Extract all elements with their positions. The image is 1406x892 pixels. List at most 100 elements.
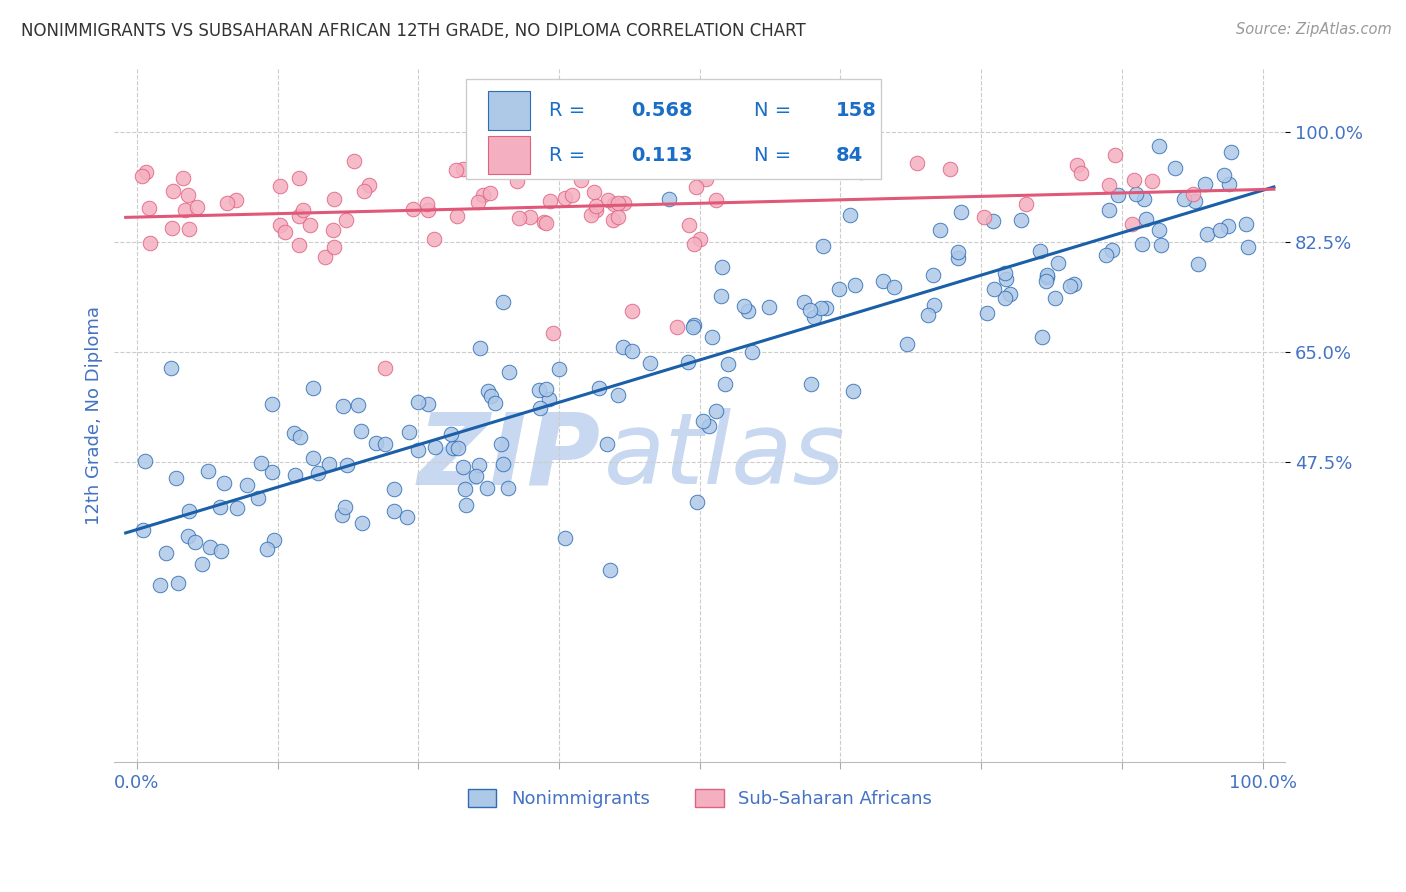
Legend: Nonimmigrants, Sub-Saharan Africans: Nonimmigrants, Sub-Saharan Africans <box>460 781 939 815</box>
Point <box>332 399 354 413</box>
Point <box>492 457 515 471</box>
Point <box>263 533 285 547</box>
Point <box>1194 177 1216 191</box>
Point <box>710 288 733 302</box>
Point <box>249 456 271 470</box>
Point <box>842 384 865 398</box>
Point <box>1063 277 1085 291</box>
Point <box>425 440 447 454</box>
Point <box>468 458 491 472</box>
Point <box>921 268 943 282</box>
Point <box>1187 256 1209 270</box>
Point <box>571 173 593 187</box>
Point <box>682 320 704 334</box>
Point <box>301 451 323 466</box>
Point <box>439 426 461 441</box>
Point <box>256 542 278 557</box>
Point <box>1142 174 1164 188</box>
Point <box>839 208 862 222</box>
Point <box>1070 165 1092 179</box>
Point <box>536 382 558 396</box>
Point <box>225 193 247 207</box>
Point <box>599 563 621 577</box>
Point <box>475 481 498 495</box>
Point <box>298 218 321 232</box>
Point <box>1173 192 1195 206</box>
Point <box>498 366 520 380</box>
Point <box>758 300 780 314</box>
Point <box>418 203 440 218</box>
Point <box>451 460 474 475</box>
Point <box>446 441 468 455</box>
Point <box>349 424 371 438</box>
Point <box>721 145 744 160</box>
Point <box>454 482 477 496</box>
Point <box>1066 158 1088 172</box>
Point <box>479 389 502 403</box>
Point <box>602 213 624 227</box>
Point <box>467 194 489 209</box>
Point <box>307 466 329 480</box>
Point <box>994 291 1017 305</box>
Point <box>269 219 291 233</box>
Point <box>477 384 499 398</box>
Point <box>318 457 340 471</box>
Point <box>322 192 344 206</box>
Point <box>678 219 700 233</box>
Point <box>928 223 950 237</box>
Point <box>1059 278 1081 293</box>
Point <box>793 294 815 309</box>
Point <box>519 210 541 224</box>
Y-axis label: 12th Grade, No Diploma: 12th Grade, No Diploma <box>86 306 103 524</box>
Point <box>579 208 602 222</box>
Text: R =: R = <box>548 146 585 165</box>
Point <box>585 203 607 218</box>
Point <box>686 495 709 509</box>
Point <box>585 199 607 213</box>
Point <box>666 319 689 334</box>
Point <box>247 491 270 505</box>
Point <box>177 529 200 543</box>
Point <box>1213 169 1236 183</box>
Point <box>699 419 721 434</box>
Point <box>274 225 297 239</box>
Point <box>1101 243 1123 257</box>
Point <box>1015 197 1038 211</box>
Text: Source: ZipAtlas.com: Source: ZipAtlas.com <box>1236 22 1392 37</box>
Point <box>695 171 717 186</box>
Point <box>949 204 972 219</box>
Point <box>1029 244 1052 259</box>
Point <box>800 377 823 392</box>
Text: 158: 158 <box>835 101 876 120</box>
Point <box>621 344 644 359</box>
Point <box>1122 173 1144 187</box>
Point <box>444 163 467 178</box>
Point <box>451 162 474 177</box>
Point <box>995 271 1018 285</box>
Point <box>872 274 894 288</box>
Point <box>364 435 387 450</box>
Point <box>844 278 866 293</box>
Point <box>810 301 832 315</box>
Point <box>292 202 315 217</box>
Point <box>492 295 515 310</box>
Point <box>321 223 343 237</box>
Point <box>588 381 610 395</box>
Point <box>353 184 375 198</box>
Point <box>799 303 821 318</box>
Point <box>849 165 872 179</box>
Point <box>994 266 1017 280</box>
Point <box>621 304 644 318</box>
FancyBboxPatch shape <box>488 136 530 175</box>
Point <box>330 508 353 523</box>
Point <box>1097 202 1119 217</box>
Point <box>1218 177 1240 191</box>
Point <box>159 360 181 375</box>
Point <box>1219 145 1241 159</box>
Point <box>598 193 620 207</box>
Point <box>498 481 520 495</box>
Point <box>538 392 561 406</box>
Point <box>1104 148 1126 162</box>
Point <box>382 504 405 518</box>
Point <box>733 300 755 314</box>
